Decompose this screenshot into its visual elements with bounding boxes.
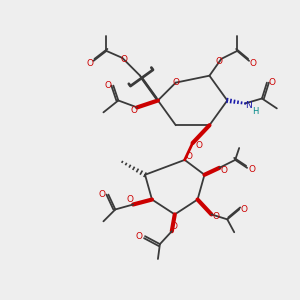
Text: O: O [105, 81, 112, 90]
Text: H: H [252, 107, 258, 116]
Text: O: O [195, 140, 202, 149]
Text: O: O [250, 59, 256, 68]
Text: O: O [248, 165, 256, 174]
Text: N: N [245, 101, 251, 110]
Text: O: O [99, 190, 106, 199]
Text: O: O [121, 55, 128, 64]
Text: O: O [216, 57, 223, 66]
Text: O: O [136, 232, 142, 241]
Text: O: O [170, 222, 177, 231]
Text: O: O [213, 212, 220, 221]
Text: O: O [221, 166, 228, 175]
Text: O: O [127, 195, 134, 204]
Text: O: O [86, 59, 93, 68]
Text: O: O [172, 78, 179, 87]
Text: O: O [268, 78, 275, 87]
Text: O: O [130, 106, 138, 115]
Text: O: O [241, 205, 248, 214]
Text: O: O [185, 152, 192, 161]
